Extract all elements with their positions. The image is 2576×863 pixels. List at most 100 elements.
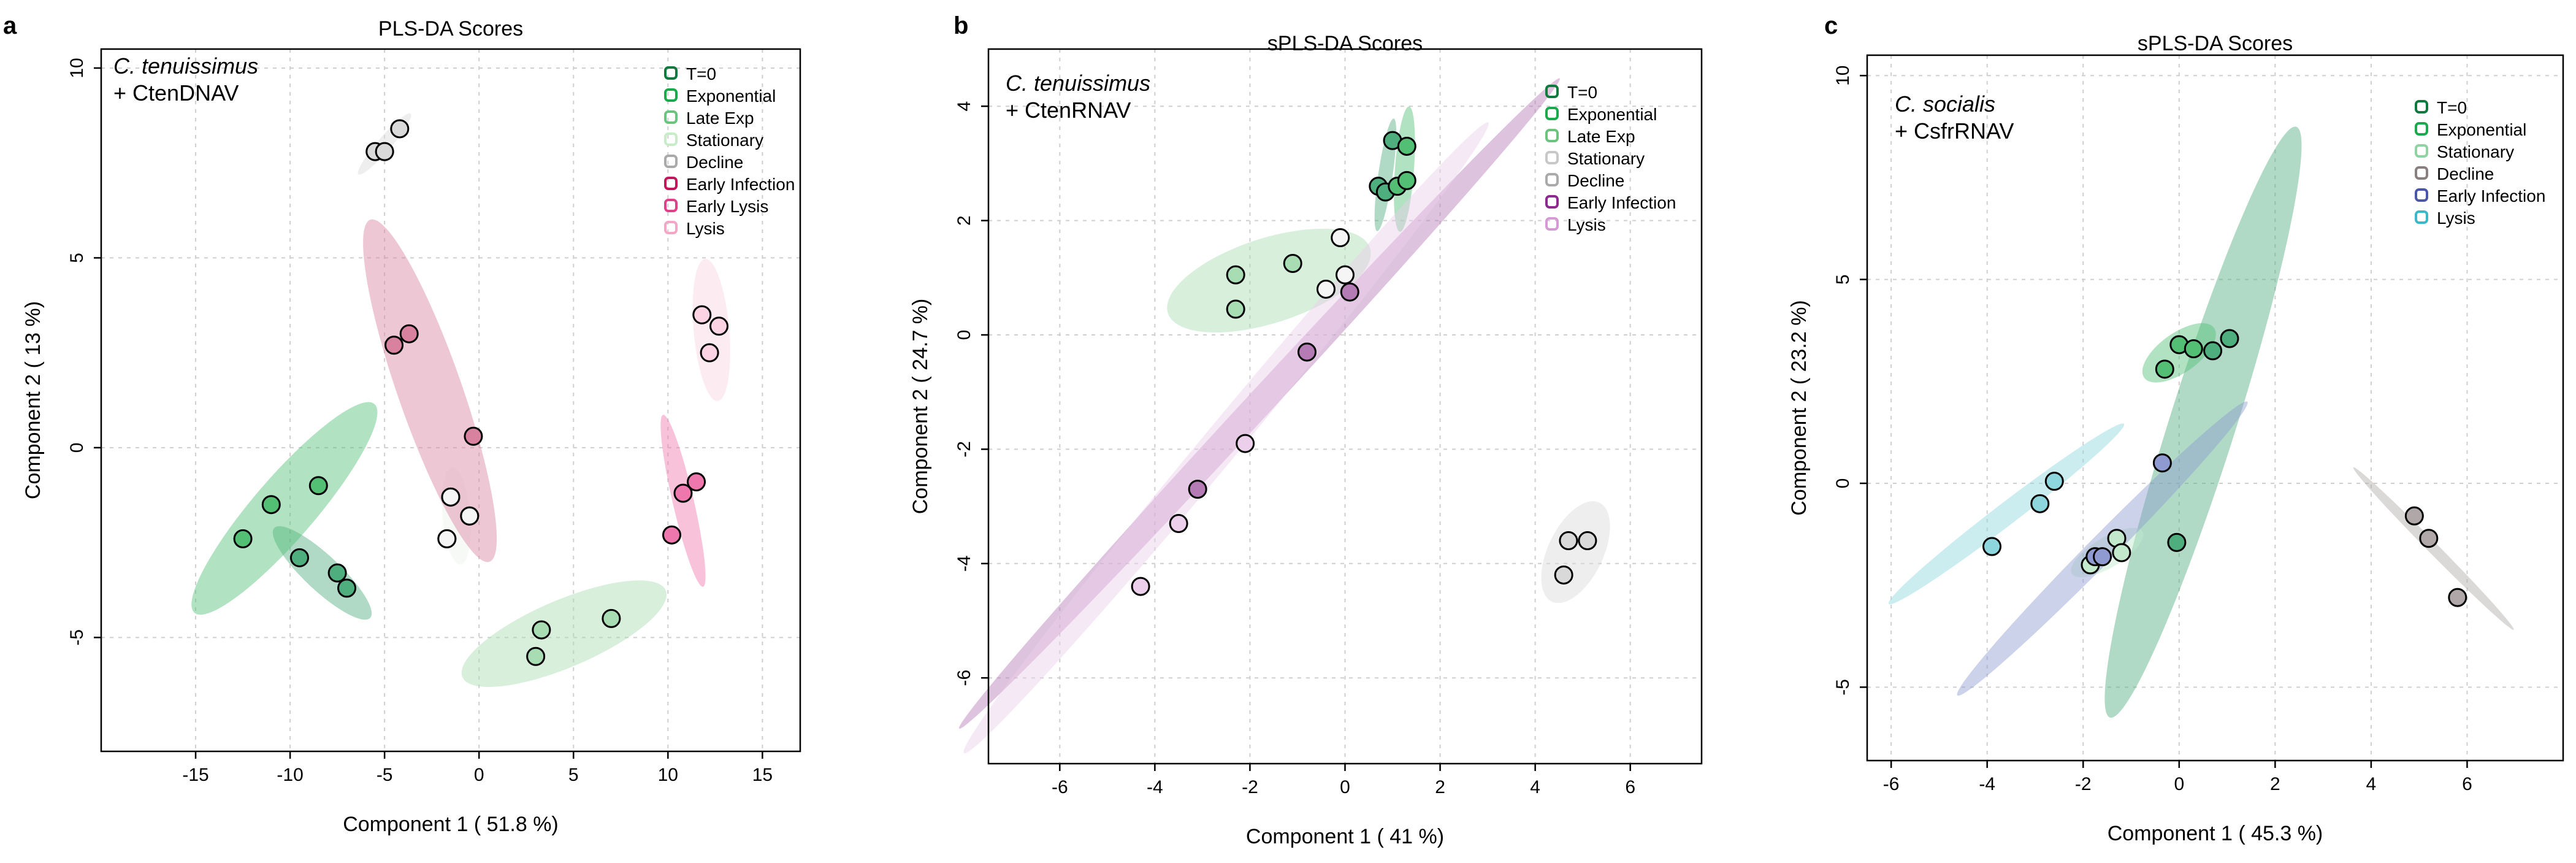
point-late-exp xyxy=(526,646,546,666)
point-exponential xyxy=(2155,359,2174,379)
y-axis-label: Component 2 ( 24.7 %) xyxy=(909,299,932,515)
point-decline xyxy=(1554,565,1573,585)
legend-swatch xyxy=(2415,144,2428,158)
point-exponential xyxy=(2184,339,2203,359)
point-decline xyxy=(2419,529,2439,548)
chart-title: PLS-DA Scores xyxy=(378,17,523,40)
ellipse-lysis xyxy=(963,122,1489,754)
plot-frame xyxy=(1866,54,2564,762)
x-tick-label: -15 xyxy=(182,765,208,785)
legend-swatch xyxy=(1545,217,1559,231)
legend-entry: Lysis xyxy=(1567,215,1606,234)
point-stationary xyxy=(2112,543,2131,562)
y-tick-label: -2 xyxy=(954,441,974,458)
point-early-infection xyxy=(1188,480,1207,499)
x-tick-label: 6 xyxy=(1625,777,1635,797)
point-stationary xyxy=(437,529,457,548)
chart-title: sPLS-DA Scores xyxy=(2138,32,2293,55)
x-tick-label: 10 xyxy=(658,765,678,785)
legend-swatch xyxy=(664,155,678,168)
point-early-infection xyxy=(1340,282,1359,302)
x-axis-label: Component 1 ( 45.3 %) xyxy=(2108,822,2323,845)
axis-ticks: -6 -4 -2 0 2 4 6 -5 0 5 10 xyxy=(1833,66,2472,794)
point-early-infection xyxy=(1297,342,1317,362)
legend-entry: Early Infection xyxy=(1567,193,1676,212)
point-late-exp xyxy=(1283,254,1302,273)
x-tick-label: 2 xyxy=(2270,774,2280,794)
point-lysis xyxy=(1169,514,1188,534)
virus-label: + CtenDNAV xyxy=(113,80,239,105)
x-tick-label: 4 xyxy=(1530,777,1540,797)
point-lysis xyxy=(709,316,729,336)
legend-swatch xyxy=(664,66,678,80)
point-lysis xyxy=(1131,577,1150,596)
y-tick-label: -4 xyxy=(954,555,974,572)
point-stationary xyxy=(1331,228,1350,248)
species-label: C. tenuissimus xyxy=(113,53,258,79)
point-early-infection xyxy=(2152,453,2172,473)
x-tick-label: 0 xyxy=(1340,777,1350,797)
x-tick-label: 0 xyxy=(474,765,484,785)
legend-swatch xyxy=(2415,166,2428,180)
point-t-0 xyxy=(337,578,357,598)
virus-label: + CtenRNAV xyxy=(1006,98,1131,123)
legend-swatch xyxy=(664,132,678,146)
legend-entry: Early Infection xyxy=(2437,186,2545,205)
confidence-ellipses xyxy=(958,78,1610,754)
data-points xyxy=(1131,131,1597,596)
point-early-infection xyxy=(399,324,419,343)
legend-swatch xyxy=(1545,195,1559,209)
ellipse-t-0 xyxy=(2104,126,2302,718)
legend-entry: T=0 xyxy=(686,64,716,83)
ellipse-early-infection xyxy=(363,219,497,562)
point-decline xyxy=(1559,531,1578,551)
grid xyxy=(101,49,800,751)
data-points xyxy=(1982,329,2467,607)
x-tick-label: -4 xyxy=(1147,777,1163,797)
point-exponential xyxy=(1397,171,1416,190)
y-axis-label: Component 2 ( 23.2 %) xyxy=(1787,300,1811,516)
y-tick-label: 2 xyxy=(954,215,974,226)
point-late-exp xyxy=(532,620,551,640)
point-lysis xyxy=(700,343,719,362)
ellipse-lysis xyxy=(1888,423,2125,605)
point-early-lysis xyxy=(662,525,681,545)
y-tick-label: 0 xyxy=(1833,478,1853,489)
point-late-exp xyxy=(1226,265,1245,285)
panel-c: c sPLS-DA Scores -6 -4 -2 0 2 4 6 -5 0 5 10 Component… xyxy=(1787,12,2564,845)
y-tick-label: 0 xyxy=(954,330,974,340)
data-points xyxy=(233,119,729,666)
x-tick-label: -4 xyxy=(1979,774,1995,794)
point-early-infection xyxy=(384,336,404,355)
x-tick-label: -2 xyxy=(1242,777,1258,797)
panel-letter: a xyxy=(3,12,17,39)
x-tick-label: -2 xyxy=(2075,774,2092,794)
point-t-0 xyxy=(327,563,347,583)
ellipse-exponential xyxy=(191,402,378,615)
y-tick-label: -5 xyxy=(1833,679,1853,696)
x-tick-label: 5 xyxy=(568,765,579,785)
legend-swatch xyxy=(2415,100,2428,113)
point-lysis xyxy=(2044,472,2064,491)
legend: T=0 Exponential Late Exp Stationary Decline E… xyxy=(1545,83,1676,234)
x-tick-label: 4 xyxy=(2366,774,2377,794)
ellipse-late-exp xyxy=(1167,228,1371,333)
point-decline xyxy=(390,119,410,139)
grid xyxy=(1867,55,2563,761)
legend-entry: Exponential xyxy=(1567,105,1657,124)
legend-swatch xyxy=(1545,129,1559,142)
legend-entry: Lysis xyxy=(2437,209,2475,228)
point-stationary xyxy=(1316,279,1336,299)
point-exponential xyxy=(233,529,253,548)
legend-entry: Lysis xyxy=(686,219,725,238)
species-label: C. socialis xyxy=(1895,91,1995,117)
legend-entry: Stationary xyxy=(2437,142,2514,161)
legend-swatch xyxy=(1545,107,1559,120)
legend-entry: Decline xyxy=(686,153,743,172)
legend-entry: Exponential xyxy=(686,86,776,105)
x-axis-label: Component 1 ( 41 %) xyxy=(1246,825,1444,848)
y-axis-label: Component 2 ( 13 %) xyxy=(21,301,45,499)
point-early-lysis xyxy=(687,472,706,492)
